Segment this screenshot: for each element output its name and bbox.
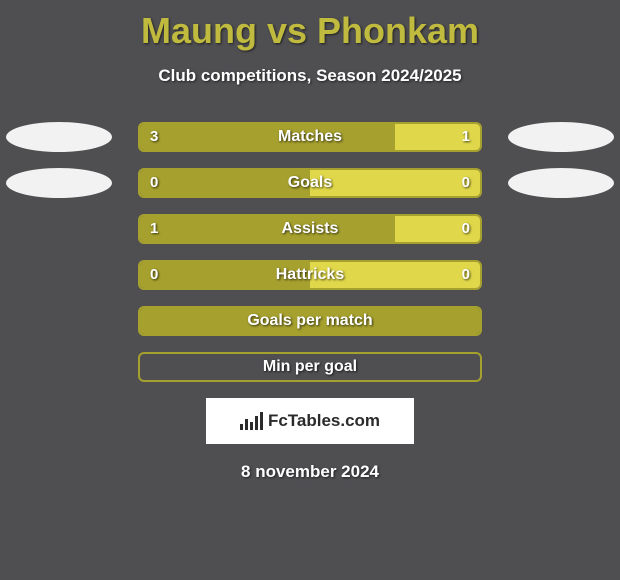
bar-track bbox=[138, 168, 482, 198]
value-right: 0 bbox=[462, 214, 470, 244]
bar-right bbox=[310, 262, 480, 290]
page-title: Maung vs Phonkam bbox=[0, 0, 620, 52]
value-left: 3 bbox=[150, 122, 158, 152]
player-oval-left bbox=[6, 168, 112, 198]
bar-track bbox=[138, 352, 482, 382]
stat-row: Assists10 bbox=[0, 214, 620, 244]
value-right: 0 bbox=[462, 260, 470, 290]
bar-left bbox=[140, 262, 310, 290]
value-left: 1 bbox=[150, 214, 158, 244]
value-left: 0 bbox=[150, 168, 158, 198]
logo-box: FcTables.com bbox=[206, 398, 414, 444]
stat-row: Matches31 bbox=[0, 122, 620, 152]
value-right: 1 bbox=[462, 122, 470, 152]
value-left: 0 bbox=[150, 260, 158, 290]
bar-track bbox=[138, 122, 482, 152]
bar-track bbox=[138, 260, 482, 290]
bar-left bbox=[140, 216, 395, 244]
player-oval-right bbox=[508, 168, 614, 198]
player-oval-left bbox=[6, 122, 112, 152]
logo-text: FcTables.com bbox=[268, 411, 380, 431]
date-label: 8 november 2024 bbox=[0, 462, 620, 482]
bar-left bbox=[140, 170, 310, 198]
stat-row: Hattricks00 bbox=[0, 260, 620, 290]
subtitle: Club competitions, Season 2024/2025 bbox=[0, 66, 620, 86]
stat-row: Min per goal bbox=[0, 352, 620, 382]
bar-left bbox=[140, 308, 480, 336]
stat-row: Goals00 bbox=[0, 168, 620, 198]
value-right: 0 bbox=[462, 168, 470, 198]
stat-row: Goals per match bbox=[0, 306, 620, 336]
stat-rows: Matches31Goals00Assists10Hattricks00Goal… bbox=[0, 122, 620, 382]
bar-track bbox=[138, 306, 482, 336]
bar-left bbox=[140, 124, 395, 152]
logo-icon bbox=[240, 412, 262, 430]
player-oval-right bbox=[508, 122, 614, 152]
bar-right bbox=[310, 170, 480, 198]
comparison-panel: Maung vs Phonkam Club competitions, Seas… bbox=[0, 0, 620, 580]
bar-track bbox=[138, 214, 482, 244]
